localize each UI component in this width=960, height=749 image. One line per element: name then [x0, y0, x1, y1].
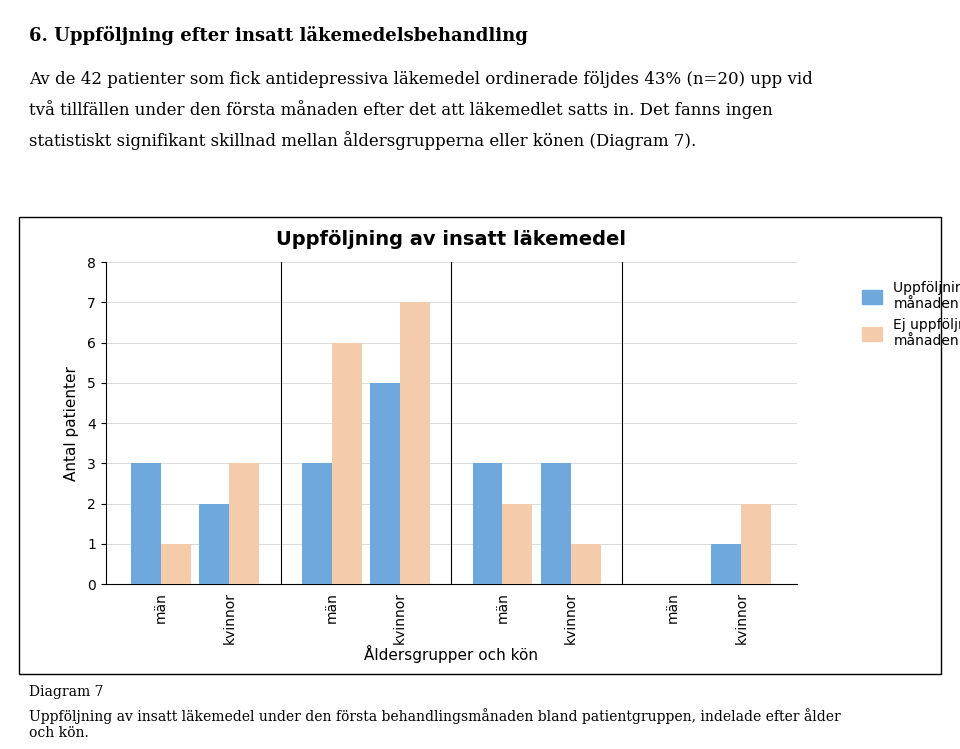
Bar [570, 544, 601, 584]
Bar [472, 464, 502, 584]
Bar [400, 303, 430, 584]
Y-axis label: Antal patienter: Antal patienter [63, 366, 79, 481]
Text: 6. Uppföljning efter insatt läkemedelsbehandling: 6. Uppföljning efter insatt läkemedelsbe… [29, 26, 528, 45]
Bar [301, 464, 332, 584]
Bar [711, 544, 741, 584]
Bar [229, 464, 259, 584]
Text: Av de 42 patienter som fick antidepressiva läkemedel ordinerade följdes 43% (n=2: Av de 42 patienter som fick antidepressi… [29, 71, 812, 150]
Bar [200, 503, 229, 584]
Bar [132, 464, 161, 584]
Bar [540, 464, 570, 584]
Legend: Uppföljning 2 ggr första
månaden, Ej uppföljning 2 ggr första
månaden: Uppföljning 2 ggr första månaden, Ej upp… [856, 276, 960, 354]
Bar [741, 503, 771, 584]
Bar [371, 383, 400, 584]
Text: Uppföljning av insatt läkemedel under den första behandlingsmånaden bland patien: Uppföljning av insatt läkemedel under de… [29, 708, 841, 740]
Bar [332, 343, 362, 584]
Text: Diagram 7: Diagram 7 [29, 685, 104, 700]
Text: Åldersgrupper och kön: Åldersgrupper och kön [364, 645, 539, 663]
Bar [161, 544, 191, 584]
Bar [502, 503, 532, 584]
Title: Uppföljning av insatt läkemedel: Uppföljning av insatt läkemedel [276, 231, 626, 249]
